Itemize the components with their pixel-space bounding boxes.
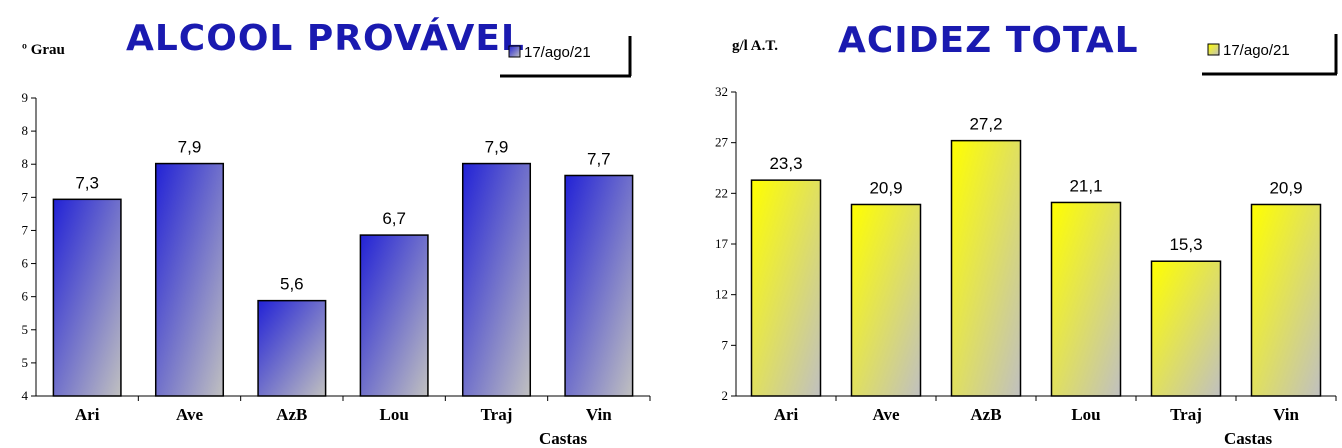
data-label-vin: 7,7	[587, 149, 611, 168]
y-tick-label: 7	[722, 337, 729, 352]
category-label-vin: Vin	[586, 405, 612, 424]
y-axis-label: g/l A.T.	[732, 38, 778, 54]
category-label-azb: AzB	[276, 405, 307, 424]
category-label-traj: Traj	[481, 405, 513, 424]
data-label-lou: 21,1	[1069, 176, 1102, 195]
chart-acidez-total-svg: ACIDEZ TOTAL g/l A.T. Castas 17/ago/21 2…	[715, 20, 1338, 448]
data-label-ari: 23,3	[769, 154, 802, 173]
chart-alcool-provavel: ALCOOL PROVÁVEL º Grau Castas 17/ago/21 …	[0, 0, 660, 448]
category-label-lou: Lou	[380, 405, 409, 424]
y-tick-label: 32	[715, 84, 728, 99]
y-tick-label: 6	[22, 256, 29, 271]
y-tick-label: 5	[22, 355, 29, 370]
y-axis-label: º Grau	[22, 42, 65, 58]
y-tick-label: 12	[715, 287, 728, 302]
bar-ari	[52, 198, 122, 397]
y-tick-label: 7	[22, 189, 29, 204]
y-tick-label: 5	[22, 322, 29, 337]
category-label-traj: Traj	[1170, 405, 1202, 424]
data-label-azb: 5,6	[280, 275, 304, 294]
data-label-traj: 7,9	[485, 138, 509, 157]
y-tick-label: 17	[715, 236, 729, 251]
legend-label: 17/ago/21	[1223, 42, 1290, 59]
data-label-ari: 7,3	[75, 173, 99, 192]
y-tick-label: 9	[22, 90, 29, 105]
legend: 17/ago/21	[1202, 34, 1338, 76]
chart-alcool-provavel-svg: ALCOOL PROVÁVEL º Grau Castas 17/ago/21 …	[22, 17, 651, 448]
data-label-traj: 15,3	[1169, 235, 1202, 254]
bar-traj	[1150, 260, 1222, 397]
category-label-vin: Vin	[1273, 405, 1299, 424]
bar-traj	[461, 162, 532, 397]
y-tick-label: 7	[22, 222, 29, 237]
y-tick-label: 8	[22, 123, 29, 138]
y-tick-label: 2	[722, 388, 729, 403]
legend: 17/ago/21	[500, 36, 632, 78]
y-tick-label: 8	[22, 156, 29, 171]
legend-swatch	[1207, 43, 1220, 56]
chart-acidez-total: ACIDEZ TOTAL g/l A.T. Castas 17/ago/21 2…	[676, 0, 1342, 448]
category-label-azb: AzB	[970, 405, 1001, 424]
bar-vin	[564, 174, 634, 397]
legend-swatch	[508, 45, 521, 58]
bar-azb	[950, 139, 1022, 397]
category-label-lou: Lou	[1071, 405, 1100, 424]
data-label-lou: 6,7	[382, 209, 406, 228]
bar-vin	[1250, 203, 1322, 397]
category-label-ave: Ave	[872, 405, 900, 424]
x-axis-label: Castas	[1224, 429, 1273, 448]
bar-ave	[154, 162, 225, 397]
category-label-ari: Ari	[75, 405, 100, 424]
category-label-ari: Ari	[774, 405, 799, 424]
data-label-azb: 27,2	[969, 115, 1002, 134]
legend-label: 17/ago/21	[524, 44, 591, 61]
bar-azb	[257, 299, 327, 397]
data-label-ave: 7,9	[178, 138, 202, 157]
bar-lou	[359, 234, 429, 397]
x-axis-label: Castas	[539, 429, 588, 448]
data-label-ave: 20,9	[869, 178, 902, 197]
y-tick-label: 6	[22, 289, 29, 304]
y-tick-label: 22	[715, 185, 728, 200]
category-label-ave: Ave	[176, 405, 204, 424]
data-label-vin: 20,9	[1269, 178, 1302, 197]
bar-ari	[750, 179, 822, 397]
y-tick-label: 27	[715, 135, 729, 150]
chart-title: ACIDEZ TOTAL	[838, 20, 1139, 61]
bar-lou	[1050, 201, 1122, 397]
y-tick-label: 4	[22, 388, 29, 403]
chart-title: ALCOOL PROVÁVEL	[126, 17, 525, 59]
bar-ave	[850, 203, 922, 397]
